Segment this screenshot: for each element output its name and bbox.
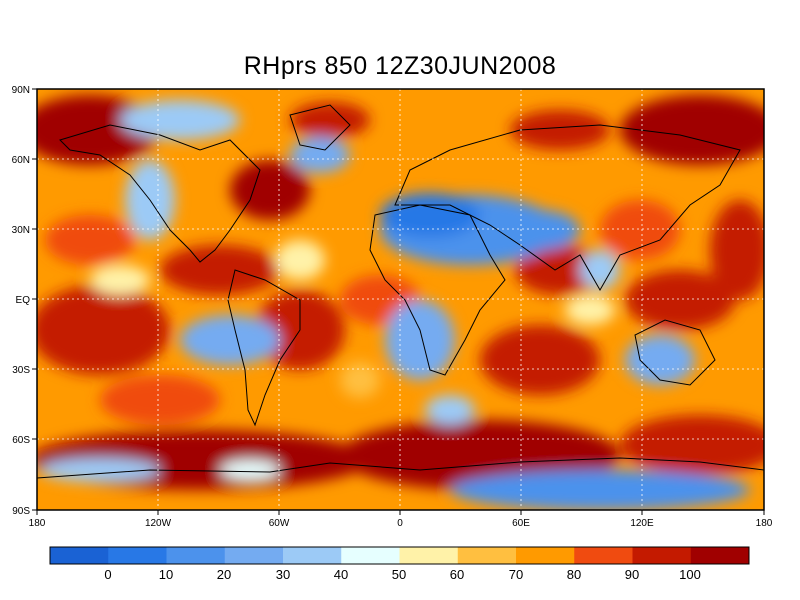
map-title: RHprs 850 12Z30JUN2008 — [243, 52, 557, 80]
colorbar-swatch — [399, 547, 459, 564]
colorbar-label: 10 — [159, 567, 173, 582]
graticule — [37, 89, 764, 510]
colorbar-label: 50 — [392, 567, 406, 582]
colorbar-swatch — [690, 547, 750, 564]
colorbar-frame — [49, 546, 750, 565]
colorbar-label: 20 — [217, 567, 231, 582]
coastlines — [37, 104, 764, 479]
lat-label: 90S — [12, 506, 30, 517]
lon-label: 180 — [756, 518, 773, 529]
lon-axis-labels: 180 120W 60W 0 60E 120E 180 — [29, 518, 773, 529]
colorbar-label: 0 — [104, 567, 111, 582]
lon-label: 0 — [397, 518, 403, 529]
colorbar-label: 100 — [679, 567, 701, 582]
lat-label: EQ — [16, 295, 31, 306]
colorbar-label: 80 — [567, 567, 581, 582]
lon-label: 180 — [29, 518, 46, 529]
lon-label: 60E — [512, 518, 530, 529]
colorbar-label: 90 — [625, 567, 639, 582]
colorbar-swatch — [166, 547, 226, 564]
lat-label: 60S — [12, 435, 30, 446]
colorbar-label: 70 — [509, 567, 523, 582]
colorbar-swatch — [224, 547, 284, 564]
colorbar-swatch — [632, 547, 692, 564]
lon-label: 60W — [269, 518, 290, 529]
tick-marks — [32, 88, 765, 515]
colorbar-swatch — [341, 547, 400, 564]
colorbar-swatch — [283, 547, 342, 564]
colorbar-swatch — [516, 547, 575, 564]
colorbar-label: 40 — [334, 567, 348, 582]
lat-label: 90N — [12, 85, 30, 96]
lon-label: 120W — [145, 518, 172, 529]
colorbar-label: 30 — [276, 567, 290, 582]
coast-australia — [634, 319, 716, 386]
coast-greenland — [289, 104, 351, 151]
coast-south-america — [227, 269, 301, 427]
lat-label: 60N — [12, 155, 30, 166]
colorbar-swatch — [574, 547, 633, 564]
colorbar-swatch — [457, 547, 517, 564]
colorbar-swatch — [50, 547, 109, 564]
colorbar-labels: 0 10 20 30 40 50 60 70 80 90 100 — [104, 567, 700, 582]
lon-label: 120E — [630, 518, 654, 529]
colorbar-swatch — [108, 547, 167, 564]
lat-label: 30S — [12, 365, 30, 376]
coast-africa — [369, 204, 506, 376]
coast-north-america — [59, 124, 261, 263]
colorbar — [49, 546, 750, 565]
lat-axis-labels: 90N 60N 30N EQ 30S 60S 90S — [12, 85, 31, 517]
field-blobs — [37, 95, 764, 510]
coast-antarctica — [37, 457, 764, 479]
lat-label: 30N — [12, 225, 30, 236]
coast-eurasia — [394, 124, 741, 292]
colorbar-label: 60 — [450, 567, 464, 582]
